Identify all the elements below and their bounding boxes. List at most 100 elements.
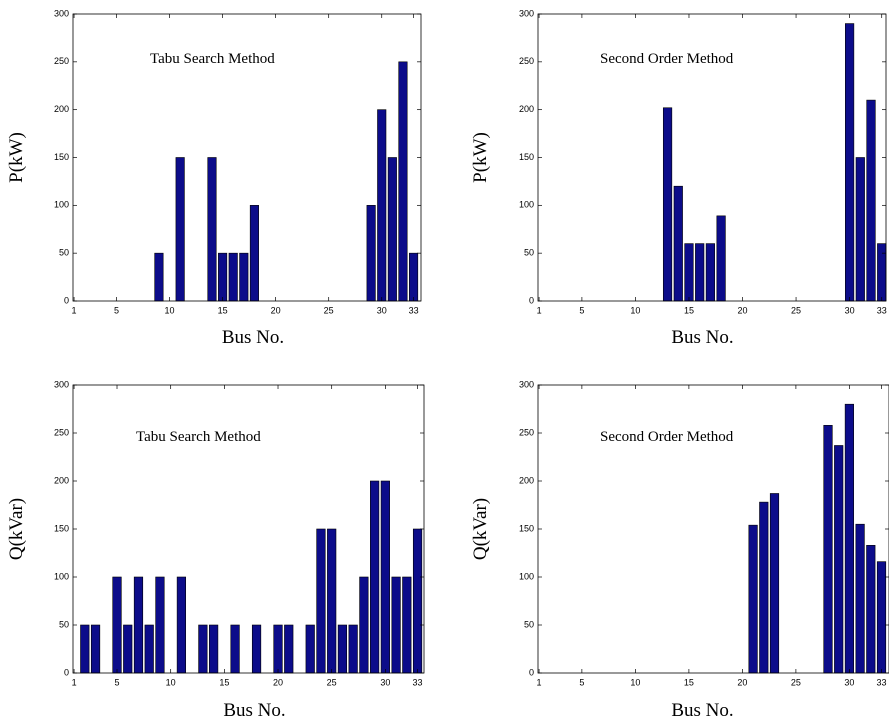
bar (759, 501, 769, 674)
bar (391, 576, 401, 674)
x-tick-label: 15 (218, 305, 228, 315)
bar (176, 576, 187, 674)
bar (209, 624, 219, 674)
x-tick-label: 20 (738, 305, 748, 315)
y-tick-label: 150 (519, 523, 534, 533)
y-tick-label: 0 (529, 295, 534, 305)
x-tick-label: 1 (537, 677, 542, 687)
annotation: Second Order Method (600, 51, 734, 67)
bar (834, 445, 844, 674)
x-tick-label: 5 (115, 677, 120, 687)
bar (90, 624, 101, 674)
bar (230, 624, 240, 674)
x-tick-label: 5 (114, 305, 119, 315)
bar (327, 528, 337, 674)
y-tick-label: 300 (54, 8, 69, 18)
bar (387, 157, 397, 302)
bar (876, 561, 887, 674)
x-tick-label: 1 (537, 305, 542, 315)
y-axis-label: Q(kVar) (6, 498, 27, 560)
x-tick-label: 5 (579, 677, 584, 687)
bar (133, 576, 144, 674)
bar (695, 243, 705, 302)
x-tick-label: 33 (409, 305, 419, 315)
bar (370, 480, 380, 674)
bar (855, 157, 865, 302)
bar (249, 205, 259, 302)
x-tick-label: 10 (166, 677, 176, 687)
bar (716, 215, 726, 302)
y-tick-label: 250 (519, 56, 534, 66)
y-tick-label: 0 (64, 295, 69, 305)
bar (398, 61, 408, 302)
x-tick-label: 10 (630, 305, 640, 315)
x-tick-label: 20 (271, 305, 281, 315)
y-tick-label: 250 (519, 427, 534, 437)
bar (866, 99, 876, 302)
y-tick-label: 100 (54, 200, 69, 210)
bar (123, 624, 133, 674)
annotation: Tabu Search Method (136, 429, 261, 445)
bar (705, 243, 715, 302)
y-tick-label: 250 (54, 56, 69, 66)
x-tick-label: 30 (380, 677, 390, 687)
bar (144, 624, 154, 674)
bar (155, 576, 165, 674)
bar (412, 528, 423, 674)
x-axis-label: Bus No. (671, 327, 733, 348)
bar (769, 493, 780, 674)
y-tick-label: 100 (519, 200, 534, 210)
x-tick-label: 5 (579, 305, 584, 315)
bar (305, 624, 315, 674)
y-tick-label: 0 (64, 667, 69, 677)
y-tick-label: 100 (54, 571, 69, 581)
x-tick-label: 25 (791, 677, 801, 687)
y-tick-label: 0 (529, 667, 534, 677)
x-tick-label: 1 (72, 677, 77, 687)
y-tick-label: 100 (519, 571, 534, 581)
y-tick-label: 300 (519, 8, 534, 18)
y-tick-label: 200 (54, 104, 69, 114)
bar (80, 624, 90, 674)
x-tick-label: 33 (877, 677, 887, 687)
x-tick-label: 25 (324, 305, 334, 315)
y-tick-label: 300 (519, 379, 534, 389)
x-axis-label: Bus No. (671, 700, 733, 721)
bar (877, 243, 887, 302)
x-tick-label: 20 (737, 677, 747, 687)
bar (198, 624, 208, 674)
y-tick-label: 200 (519, 104, 534, 114)
y-tick-label: 50 (59, 619, 69, 629)
bar (684, 243, 694, 302)
x-tick-label: 30 (845, 305, 855, 315)
y-tick-label: 300 (54, 379, 69, 389)
bar (273, 624, 283, 674)
x-tick-label: 20 (273, 677, 283, 687)
bar (366, 205, 376, 302)
bar (748, 524, 758, 674)
y-tick-label: 250 (54, 427, 69, 437)
bar (316, 528, 326, 674)
y-tick-label: 150 (519, 152, 534, 162)
annotation: Second Order Method (600, 429, 734, 445)
x-tick-label: 33 (413, 677, 423, 687)
annotation: Tabu Search Method (150, 51, 275, 67)
y-tick-label: 200 (54, 475, 69, 485)
bar (402, 576, 412, 674)
x-tick-label: 10 (165, 305, 175, 315)
x-tick-label: 10 (630, 677, 640, 687)
y-tick-label: 50 (524, 619, 534, 629)
y-axis-label: P(kW) (470, 132, 491, 183)
bar (348, 624, 358, 674)
bar (112, 576, 122, 674)
x-tick-label: 25 (327, 677, 337, 687)
bar (380, 480, 390, 674)
x-tick-label: 25 (791, 305, 801, 315)
x-axis-label: Bus No. (222, 327, 284, 348)
bar (207, 157, 217, 302)
x-axis-label: Bus No. (223, 700, 285, 721)
x-tick-label: 15 (684, 305, 694, 315)
bar (228, 252, 238, 302)
